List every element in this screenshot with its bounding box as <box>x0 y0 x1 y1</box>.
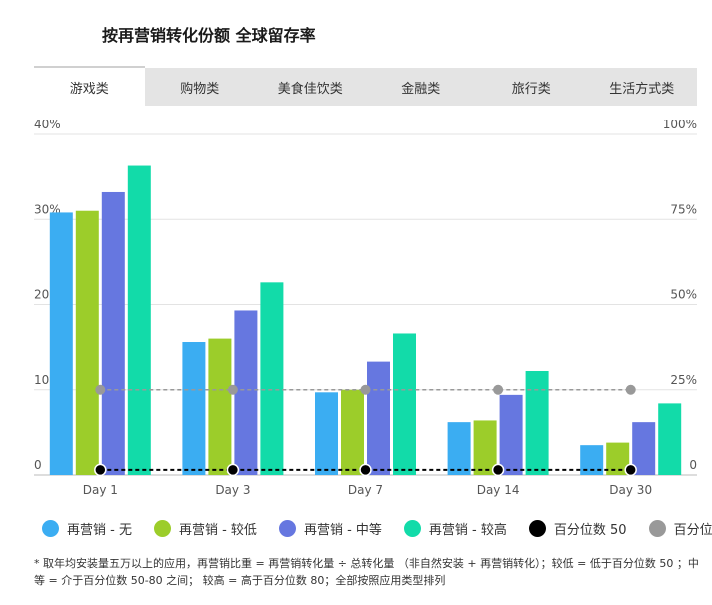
legend-swatch-icon <box>403 520 421 537</box>
legend-label: 再营销 - 较低 <box>178 523 257 538</box>
y2-tick-label: 100% <box>663 120 697 131</box>
bar <box>499 394 523 475</box>
bar <box>658 403 682 475</box>
percentile-point <box>227 384 238 395</box>
tab-food-drink[interactable]: 美食佳饮类 <box>277 81 343 97</box>
bar <box>341 389 364 475</box>
percentile-point <box>226 463 240 477</box>
percentile-point <box>94 463 107 477</box>
tab-lifestyle[interactable]: 生活方式类 <box>609 81 675 97</box>
percentile-point <box>493 384 504 395</box>
bar <box>182 342 206 475</box>
legend-label: 百分位数 80 <box>673 523 712 538</box>
percentile-point <box>95 384 106 395</box>
legend-item-low[interactable]: 再营销 - 较低 <box>153 519 257 538</box>
bar <box>75 210 99 475</box>
bar <box>580 445 604 475</box>
bar <box>208 338 232 475</box>
y2-tick-label: 0 <box>689 458 697 472</box>
footnote: * 取年均安装量五万以上的应用，再营销比重 = 再营销转化量 ÷ 总转化量 （非… <box>34 557 699 587</box>
bar <box>367 361 390 475</box>
bar <box>525 370 549 475</box>
category-tabs: 游戏类 购物类 美食佳饮类 金融类 旅行类 生活方式类 <box>34 66 697 106</box>
legend-swatch-icon <box>153 520 171 537</box>
chart-title: 按再营销转化份额 全球留存率 <box>102 26 316 45</box>
percentile-point <box>624 463 637 477</box>
tab-travel[interactable]: 旅行类 <box>511 81 551 97</box>
bar <box>101 191 125 475</box>
percentile-point <box>359 463 372 477</box>
x-tick-label: Day 14 <box>477 483 520 497</box>
bar <box>234 310 258 475</box>
x-tick-label: Day 1 <box>83 483 118 497</box>
tab-gaming[interactable]: 游戏类 <box>34 66 145 106</box>
legend-label: 再营销 - 无 <box>67 523 132 538</box>
tab-shopping[interactable]: 购物类 <box>180 81 220 97</box>
percentile-point <box>625 384 636 395</box>
legend-item-p50[interactable]: 百分位数 50 <box>528 519 627 538</box>
bar <box>606 442 630 475</box>
legend-item-p80[interactable]: 百分位数 80 <box>648 519 712 538</box>
percentile-point <box>491 463 505 477</box>
x-tick-label: Day 3 <box>215 483 250 497</box>
legend-label: 百分位数 50 <box>553 523 627 538</box>
y2-tick-label: 50% <box>670 288 697 302</box>
bar <box>393 333 416 475</box>
bar <box>127 165 151 476</box>
y-tick-label: 40% <box>34 120 61 131</box>
legend-swatch-icon <box>528 520 546 537</box>
retention-chart: 0 010% 25%20% 50%30% 75%40% 100%Day 1 Day 3 Day… <box>34 120 697 497</box>
bar <box>260 282 284 475</box>
legend-swatch-icon <box>648 520 666 537</box>
y2-tick-label: 25% <box>670 373 697 387</box>
legend-swatch-icon <box>42 520 59 537</box>
bar <box>447 422 471 475</box>
bar <box>315 392 338 475</box>
bar <box>49 212 73 475</box>
percentile-point <box>360 384 371 395</box>
y2-tick-label: 75% <box>670 202 697 216</box>
legend-item-medium[interactable]: 再营销 - 中等 <box>278 519 382 538</box>
legend-item-high[interactable]: 再营销 - 较高 <box>403 519 507 538</box>
y-tick-label: 0 <box>34 458 42 472</box>
chart-legend: 再营销 - 无 再营销 - 较低 再营销 - 中等 再营销 - 较高 百分位数 … <box>42 519 712 538</box>
x-tick-label: Day 7 <box>348 483 383 497</box>
legend-item-none[interactable]: 再营销 - 无 <box>42 519 132 538</box>
bar <box>473 420 497 475</box>
legend-label: 再营销 - 较高 <box>428 523 507 538</box>
x-tick-label: Day 30 <box>609 483 652 497</box>
tab-finance[interactable]: 金融类 <box>401 81 441 97</box>
legend-label: 再营销 - 中等 <box>303 523 382 538</box>
legend-swatch-icon <box>278 520 296 537</box>
bar <box>632 422 656 475</box>
